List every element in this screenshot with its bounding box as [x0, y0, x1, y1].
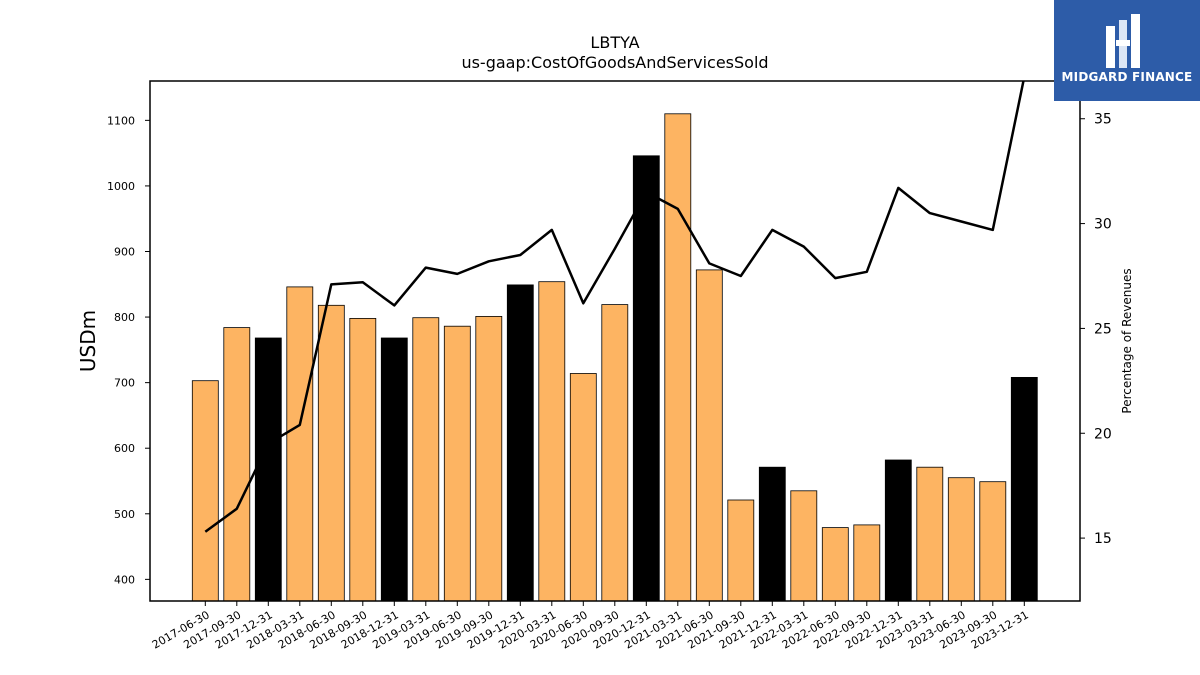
y-tick-label: 400 — [114, 573, 135, 586]
bar-2017-12-31 — [254, 337, 282, 602]
bar-2019-06-30 — [443, 325, 471, 602]
bar-2020-06-30 — [569, 373, 597, 602]
bar-2017-06-30 — [191, 380, 219, 602]
y-axis-label: USDm — [76, 310, 100, 372]
chart-subtitle: us-gaap:CostOfGoodsAndServicesSold — [461, 53, 768, 72]
bar-2019-12-31 — [506, 284, 534, 602]
y-tick-label: 1000 — [107, 180, 135, 193]
y2-tick-label: 30 — [1094, 217, 1112, 233]
bar-2018-06-30 — [317, 304, 345, 602]
bar-2020-12-31 — [632, 155, 660, 602]
bar-2020-09-30 — [601, 304, 629, 602]
bar-2017-09-30 — [223, 327, 251, 602]
bar-2018-09-30 — [349, 317, 377, 602]
y2-tick-label: 20 — [1094, 426, 1112, 442]
bar-2018-03-31 — [286, 286, 314, 602]
bar-2022-03-31 — [790, 490, 818, 602]
brand-logo: MIDGARD FINANCE — [1054, 0, 1200, 101]
bar-2019-03-31 — [412, 317, 440, 602]
midgard-logo-icon — [1106, 14, 1140, 68]
bar-2023-09-30 — [979, 481, 1007, 602]
y-tick-label: 700 — [114, 377, 135, 390]
y-tick-label: 800 — [114, 311, 135, 324]
y-tick-label: 500 — [114, 508, 135, 521]
bar-2018-12-31 — [380, 337, 408, 602]
chart-title: LBTYA — [590, 33, 639, 52]
brand-name: MIDGARD FINANCE — [1061, 70, 1193, 84]
bar-2022-06-30 — [821, 527, 849, 602]
bar-2020-03-31 — [538, 281, 566, 602]
bar-2022-12-31 — [884, 459, 912, 602]
bar-2023-03-31 — [916, 466, 944, 602]
y-tick-label: 1100 — [107, 114, 135, 127]
bar-2021-03-31 — [664, 113, 692, 602]
bar-2022-09-30 — [853, 524, 881, 602]
y2-tick-label: 35 — [1094, 112, 1112, 128]
bar-group — [191, 113, 1038, 602]
bar-2021-06-30 — [695, 269, 723, 602]
bar-2021-12-31 — [758, 466, 786, 602]
bar-2023-12-31 — [1010, 376, 1038, 602]
y2-axis-label: Percentage of Revenues — [1120, 268, 1134, 413]
line-group — [204, 81, 1025, 533]
y-axis-right: 15 20 25 30 35 — [1080, 112, 1112, 547]
bar-2019-09-30 — [475, 315, 503, 602]
y2-tick-label: 15 — [1094, 531, 1112, 547]
y-tick-label: 600 — [114, 442, 135, 455]
percentage-line — [204, 81, 1025, 533]
y-axis-left: 400 500 600 700 800 900 1000 1100 — [107, 114, 150, 586]
x-axis: 2017-06-302017-09-302017-12-312018-03-31… — [150, 601, 1031, 652]
y2-tick-label: 25 — [1094, 321, 1112, 337]
bar-2023-06-30 — [947, 477, 975, 602]
bar-2021-09-30 — [727, 499, 755, 602]
y-tick-label: 900 — [114, 245, 135, 258]
